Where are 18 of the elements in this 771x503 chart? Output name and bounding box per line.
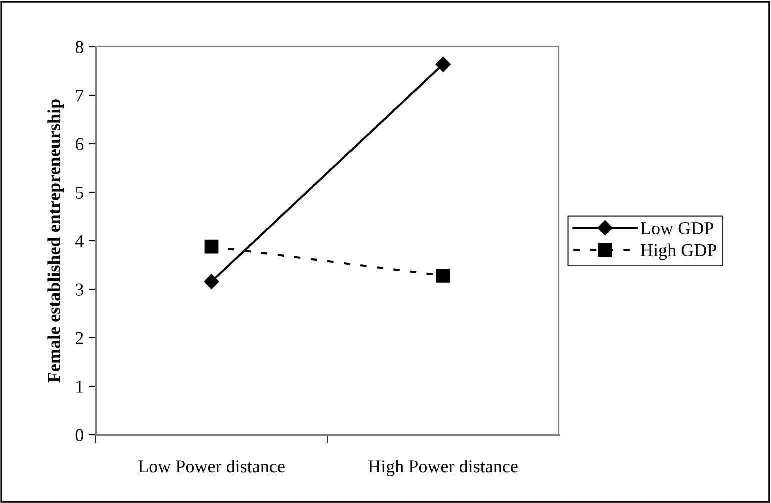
y-axis-title: Female established entrepreneurship — [48, 100, 64, 383]
point — [204, 274, 220, 290]
legend-label: High GDP — [641, 244, 717, 260]
y-tick-label: 1 — [76, 380, 84, 393]
y-tick-label: 2 — [76, 332, 84, 344]
y-tick-label: 5 — [76, 186, 84, 199]
point — [436, 268, 450, 283]
point — [436, 56, 451, 72]
y-tick-label: 4 — [76, 235, 84, 248]
y-tick-label: 3 — [76, 284, 84, 296]
x-tick-label: Low Power distance — [138, 460, 285, 473]
x-tick-label: High Power distance — [368, 460, 518, 476]
y-tick-label: 8 — [76, 41, 84, 54]
legend-label: Low GDP — [641, 222, 714, 235]
y-tick-label: 0 — [76, 429, 84, 442]
y-tick-label: 7 — [76, 90, 84, 102]
y-tick-label: 6 — [76, 138, 84, 150]
point — [204, 240, 219, 254]
